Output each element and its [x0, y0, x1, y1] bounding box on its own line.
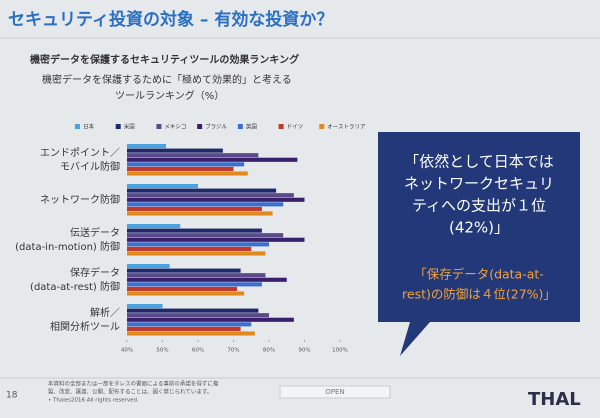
legend-label: 日本: [83, 123, 95, 131]
bar: [127, 224, 181, 229]
legend-label: 英国: [246, 123, 258, 131]
bar: [127, 331, 255, 336]
y-tick-label: 解析／相関分析ツール: [50, 306, 120, 333]
legend-swatch: [197, 124, 203, 129]
callout-line: (42%)」: [449, 219, 509, 237]
y-tick-label: エンドポイント／モバイル防御: [40, 147, 120, 173]
bar: [127, 197, 305, 202]
bar: [127, 317, 294, 322]
x-tick-label: 80%: [263, 348, 275, 354]
bar: [127, 184, 198, 189]
bar: [127, 188, 277, 193]
y-tick-label: 伝送データ(data-in-motion) 防御: [15, 226, 120, 253]
bar: [127, 304, 163, 309]
x-tick-label: 70%: [227, 348, 239, 354]
legend-label: ブラジル: [205, 123, 227, 131]
bar: [127, 237, 305, 242]
y-tick-label: 保存データ(data-at-rest) 防御: [30, 266, 120, 293]
bar: [127, 233, 284, 238]
logo: THAL: [528, 389, 581, 410]
bar: [127, 308, 259, 313]
callout-highlight: rest)の防御は４位(27%)」: [402, 287, 556, 302]
page-number: 18: [6, 391, 18, 401]
chart-subtitle: ツールランキング（%）: [115, 89, 224, 102]
bar: [127, 193, 294, 198]
callout-box: [378, 132, 580, 356]
bar: [127, 264, 170, 269]
bar: [127, 326, 241, 331]
legend-label: メキシコ: [164, 124, 186, 131]
bar: [127, 206, 262, 211]
bar: [127, 148, 223, 153]
bar: [127, 153, 259, 158]
legend-swatch: [278, 124, 284, 129]
slide-subtitle: 機密データを保護するセキュリティツールの効果ランキング: [30, 53, 299, 66]
bar: [127, 251, 266, 256]
bar: [127, 246, 252, 251]
x-tick-label: 50%: [156, 348, 168, 354]
bar: [127, 277, 287, 282]
x-tick-label: 100%: [332, 348, 348, 354]
callout-highlight: 「保存データ(data-at-: [414, 267, 544, 282]
slide-title: セキュリティ投資の対象 – 有効な投資か？: [8, 9, 333, 30]
bar: [127, 202, 284, 207]
legend-label: 米国: [124, 123, 136, 131]
y-tick-label: ネットワーク防御: [40, 193, 120, 206]
legend-swatch: [319, 124, 325, 129]
x-tick-label: 90%: [298, 348, 310, 354]
bar: [127, 166, 234, 171]
notice-line: 本資料の全部または一部をタレスの書面による事前の承諾を得ずに複: [48, 380, 219, 388]
bar: [127, 268, 241, 273]
legend-swatch: [115, 124, 121, 129]
legend-swatch: [237, 124, 243, 129]
x-tick-label: 40%: [121, 348, 133, 354]
bar: [127, 171, 248, 176]
notice-line: 製、改変、譲渡、公開、配布することは、固く禁じられています。: [48, 388, 212, 396]
notice-line: • Thales2016 All rights reserved.: [48, 398, 139, 404]
legend-swatch: [156, 124, 162, 129]
classification: OPEN: [325, 388, 344, 396]
classification-box: [279, 385, 391, 399]
bar: [127, 322, 252, 327]
x-tick-label: 60%: [192, 348, 204, 354]
callout-line: 「依然として日本では: [404, 153, 554, 171]
legend-swatch: [75, 124, 80, 129]
bar: [127, 157, 298, 162]
bar: [127, 286, 238, 291]
bar: [127, 162, 245, 167]
bar: [127, 273, 266, 278]
callout-line: ティへの支出が１位: [412, 197, 546, 215]
legend-label: オーストラリア: [327, 124, 366, 131]
bar: [127, 282, 262, 287]
bar: [127, 228, 262, 233]
bar: [127, 313, 269, 318]
notice: 本資料の全部または一部をタレスの書面による事前の承諾を得ずに複製、改変、譲渡、公…: [48, 380, 219, 404]
legend-label: ドイツ: [287, 125, 304, 131]
chart-title: 機密データを保護するために「極めて効果的」と考える: [42, 73, 292, 86]
bar: [127, 242, 269, 247]
bar: [127, 144, 167, 149]
callout-line: ネットワークセキュリ: [404, 175, 554, 193]
bar: [127, 211, 273, 216]
bar: [127, 291, 245, 296]
